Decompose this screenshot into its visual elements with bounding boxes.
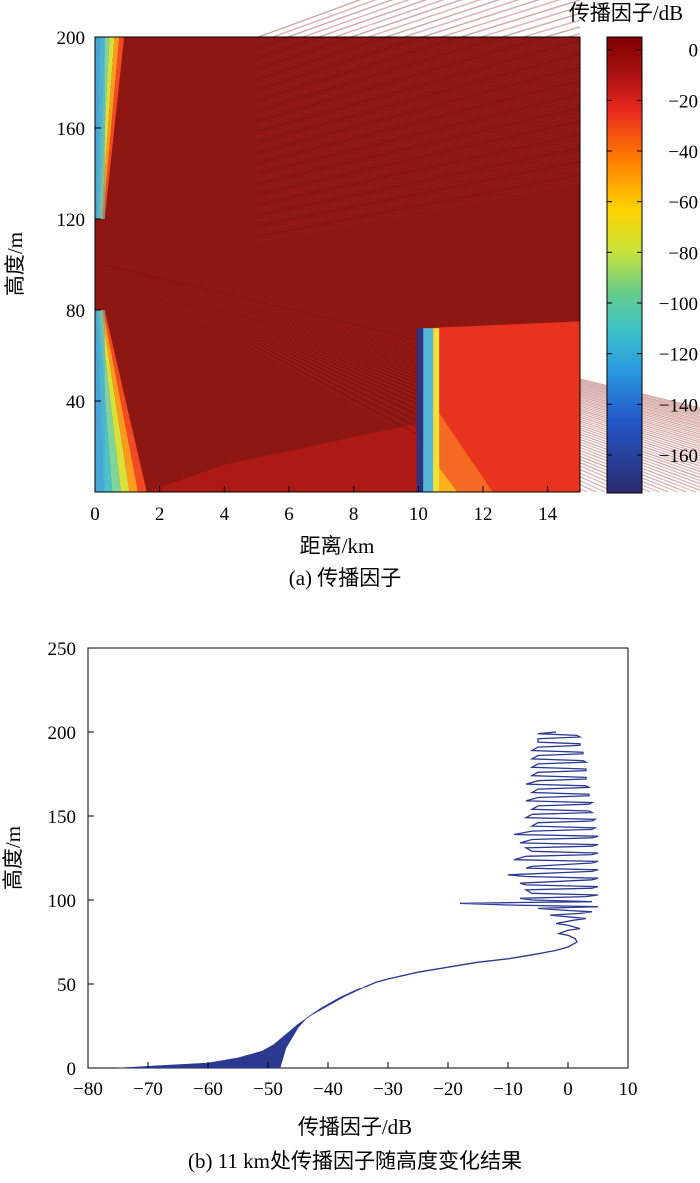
- panel-b-y-axis-label: 高度/m: [1, 826, 25, 890]
- x-tick-label: −50: [253, 1079, 283, 1100]
- panel-b: −80 −70 −60 −50 −40 −30 −20 −10 0 10 0 50 100 150 200…: [1, 639, 638, 1173]
- y-tick-label: 150: [48, 807, 77, 828]
- y-tick-label: 200: [57, 28, 86, 49]
- colorbar-tick-label: −40: [668, 142, 698, 163]
- x-tick-label: −80: [73, 1079, 103, 1100]
- x-tick-label: 0: [563, 1079, 573, 1100]
- panel-b-x-axis-label: 传播因子/dB: [298, 1115, 412, 1139]
- x-tick-label: 12: [474, 504, 493, 525]
- y-tick-label: 0: [67, 1059, 77, 1080]
- colorbar: 0 −20 −40 −60 −80 −100 −120 −140 −160 传播因子/dB: [569, 1, 698, 494]
- colorbar-tick-label: −160: [659, 446, 698, 467]
- filled-band: [117, 987, 365, 1069]
- colorbar-label: 传播因子/dB: [569, 1, 683, 25]
- panel-a-y-ticks: 40 80 120 160 200: [57, 28, 101, 413]
- ground-reflection-zone: [146, 423, 417, 492]
- colorbar-tick-label: 0: [689, 41, 699, 62]
- x-tick-label: −20: [433, 1079, 463, 1100]
- obstacle-diffraction-edge: [423, 328, 434, 492]
- y-tick-label: 120: [57, 210, 86, 231]
- panel-a-x-axis-label: 距离/km: [300, 534, 375, 558]
- panel-b-caption: (b) 11 km处传播因子随高度变化结果: [188, 1149, 522, 1173]
- panel-b-y-ticks: 0 50 100 150 200 250: [48, 639, 94, 1080]
- x-tick-label: 0: [90, 504, 100, 525]
- heatmap-frame: [94, 36, 581, 493]
- colorbar-gradient: [606, 36, 643, 494]
- heatmap-field: [95, 0, 700, 493]
- x-tick-label: 2: [155, 504, 165, 525]
- obstacle-shadow-region: [423, 321, 580, 492]
- panel-a: 0 2 4 6 8 10 12 14 40 80 120 160 200 距离/km 高度/m (a)…: [3, 0, 700, 590]
- x-tick-label: 14: [538, 504, 558, 525]
- x-tick-label: −30: [373, 1079, 403, 1100]
- x-tick-label: −70: [133, 1079, 163, 1100]
- x-tick-label: 10: [409, 504, 428, 525]
- x-tick-label: −40: [313, 1079, 343, 1100]
- obstacle: [416, 328, 424, 492]
- series-line: [363, 731, 599, 988]
- colorbar-tick-label: −60: [668, 193, 698, 214]
- panel-b-x-ticks: −80 −70 −60 −50 −40 −30 −20 −10 0 10: [73, 1062, 638, 1100]
- y-tick-label: 160: [57, 119, 86, 140]
- colorbar-tick-label: −20: [668, 91, 698, 112]
- y-tick-label: 250: [48, 639, 77, 660]
- y-tick-label: 100: [48, 891, 77, 912]
- x-tick-label: 8: [349, 504, 359, 525]
- y-tick-label: 50: [57, 975, 76, 996]
- x-tick-label: 4: [220, 504, 230, 525]
- panel-a-y-axis-label: 高度/m: [3, 232, 27, 296]
- colorbar-tick-label: −80: [668, 243, 698, 264]
- panel-a-x-ticks: 0 2 4 6 8 10 12 14: [90, 486, 558, 525]
- x-tick-label: 10: [619, 1079, 638, 1100]
- colorbar-ticks: 0 −20 −40 −60 −80 −100 −120 −140 −160: [607, 41, 698, 467]
- x-tick-label: 6: [284, 504, 294, 525]
- x-tick-label: −10: [493, 1079, 523, 1100]
- x-tick-label: −60: [193, 1079, 223, 1100]
- colorbar-tick-label: −100: [659, 294, 698, 315]
- colorbar-tick-label: −140: [659, 395, 698, 416]
- y-tick-label: 200: [48, 723, 77, 744]
- y-tick-label: 40: [66, 392, 85, 413]
- panel-a-caption: (a) 传播因子: [289, 566, 402, 590]
- colorbar-tick-label: −120: [659, 345, 698, 366]
- source-main-beam: [95, 219, 105, 310]
- y-tick-label: 80: [66, 301, 85, 322]
- line-plot-frame: [87, 647, 629, 1069]
